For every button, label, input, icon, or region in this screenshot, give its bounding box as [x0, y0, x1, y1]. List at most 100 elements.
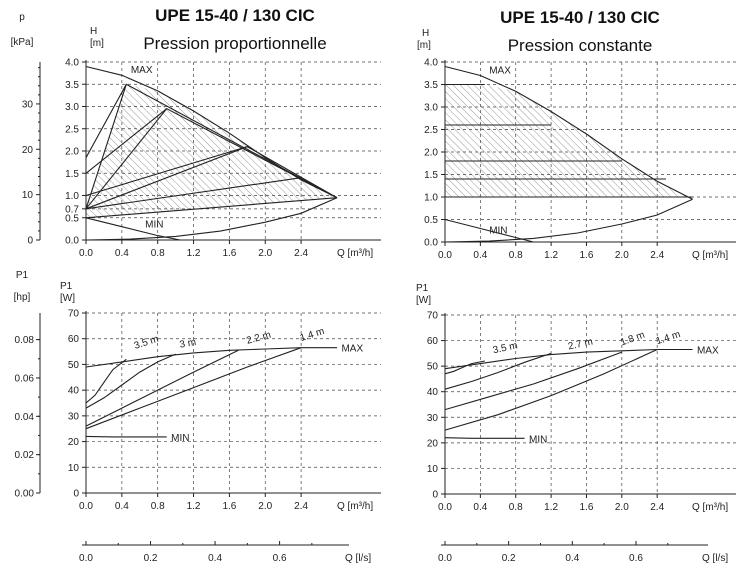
- head-const-x-tick-label: 0.8: [509, 250, 523, 261]
- power-const-curve-label: 1.8 m: [619, 330, 646, 349]
- power-prop-y-tick-label: 40: [68, 386, 80, 397]
- power-const-x-tick-label: 1.6: [580, 502, 594, 513]
- head-const-y-tick-label: 3.0: [424, 103, 438, 114]
- head-prop-y-tick-label: 0.5: [65, 213, 79, 224]
- head-const-y-tick-label: 2.0: [424, 148, 438, 159]
- power-prop-curve-3: [85, 353, 176, 409]
- power-prop-curve-5: [85, 347, 302, 430]
- power-prop-curve-1: [85, 435, 167, 438]
- head-prop-y-tick-label: 2.5: [65, 124, 79, 135]
- power-prop-y-tick-label: 0: [73, 489, 79, 500]
- head-prop-x-tick-label: 2.0: [258, 248, 272, 259]
- power-const-curve-0: [444, 348, 693, 370]
- head-prop-curve-9: [85, 177, 302, 210]
- power-const-y-tick-label: 40: [427, 387, 439, 398]
- kpa-symbol: p: [19, 12, 25, 23]
- ls-tick-label: 0.4: [208, 553, 222, 564]
- head-const-x-tick-label: 2.4: [650, 250, 664, 261]
- ls-tick-label: 0.2: [502, 553, 516, 564]
- head-prop-curve-1: [85, 217, 181, 241]
- head-prop-y-tick-label: 3.5: [65, 80, 79, 91]
- head-prop-x-tick-label: 1.2: [187, 248, 201, 259]
- head-prop-curve-7: [85, 146, 248, 197]
- kpa-tick-label: 0: [27, 236, 33, 247]
- power-prop-y-tick-label: 70: [68, 309, 80, 320]
- hp-tick-label: 0.06: [15, 373, 35, 384]
- head-prop-x-label: Q [m³/h]: [337, 248, 373, 259]
- power-prop-y-tick-label: 20: [68, 437, 80, 448]
- ls-tick-label: 0.0: [79, 553, 93, 564]
- power-const-W-unit: [W]: [416, 295, 431, 306]
- head-const-x-label: Q [m³/h]: [692, 250, 728, 261]
- power-prop-x-tick-label: 0.4: [115, 501, 129, 512]
- head-prop-y-tick-label: 2.0: [65, 147, 79, 158]
- power-const-y-tick-label: 30: [427, 413, 439, 424]
- head-const-x-tick-label: 2.0: [615, 250, 629, 261]
- head-const-H-label: H: [422, 28, 429, 39]
- power-prop-x-label: Q [m³/h]: [337, 501, 373, 512]
- power-const-x-tick-label: 0.4: [473, 502, 487, 513]
- power-const-x-label: Q [m³/h]: [692, 502, 728, 513]
- head-prop-x-tick-label: 0.8: [151, 248, 165, 259]
- head-prop-y-tick-label: 0.7: [65, 204, 79, 215]
- hp-unit: [hp]: [14, 292, 31, 303]
- head-prop-curve-10: [85, 197, 338, 219]
- power-const-y-tick-label: 70: [427, 311, 439, 322]
- head-const-min-label: MIN: [489, 226, 507, 237]
- power-prop-y-tick-label: 50: [68, 360, 80, 371]
- head-prop-x-tick-label: 0.4: [115, 248, 129, 259]
- head-const-y-tick-label: 1.0: [424, 193, 438, 204]
- chart-title-right-model: UPE 15-40 / 130 CIC: [500, 8, 660, 27]
- head-const-control-area: [445, 84, 693, 200]
- power-prop-x-tick-label: 1.2: [187, 501, 201, 512]
- hp-tick-label: 0.08: [15, 335, 35, 346]
- head-const-y-tick-label: 1.5: [424, 170, 438, 181]
- power-prop-curve-4: [85, 349, 239, 427]
- ls-tick-label: 0.6: [629, 553, 643, 564]
- head-const-max-label: MAX: [489, 65, 511, 76]
- power-const-curve-label: 1.4 m: [655, 329, 682, 347]
- head-prop-H-label: H: [90, 26, 97, 37]
- head-const-H-unit: [m]: [417, 40, 431, 51]
- hp-tick-label: 0.04: [15, 412, 35, 423]
- head-prop-y-tick-label: 3.0: [65, 102, 79, 113]
- ls-tick-label: 0.0: [438, 553, 452, 564]
- ls-tick-label: 0.6: [273, 553, 287, 564]
- head-const-y-tick-label: 0.5: [424, 215, 438, 226]
- power-prop-y-tick-label: 60: [68, 334, 80, 345]
- head-prop-y-tick-label: 4.0: [65, 58, 79, 69]
- ls-axis-label-left: Q [l/s]: [345, 553, 371, 564]
- power-prop-y-tick-label: 10: [68, 463, 80, 474]
- head-prop-curve-4: [85, 83, 338, 209]
- head-prop-x-tick-label: 1.6: [222, 248, 236, 259]
- power-prop-x-tick-label: 0.0: [79, 501, 93, 512]
- head-prop-x-tick-label: 0.0: [79, 248, 93, 259]
- hp-symbol: P1: [16, 270, 29, 281]
- power-const-y-tick-label: 50: [427, 362, 439, 373]
- power-const-curve-5: [444, 348, 658, 431]
- head-prop-curve-2: [85, 197, 338, 241]
- head-prop-curve-5: [85, 108, 168, 174]
- head-const-y-tick-label: 4.0: [424, 58, 438, 69]
- head-prop-x-tick-label: 2.4: [294, 248, 308, 259]
- head-prop-y-tick-label: 1.0: [65, 191, 79, 202]
- power-prop-x-tick-label: 2.0: [258, 501, 272, 512]
- power-prop-y-tick-label: 30: [68, 411, 80, 422]
- chart-title-right-mode: Pression constante: [507, 36, 653, 55]
- head-const-x-tick-label: 1.2: [544, 250, 558, 261]
- power-const-min-label: MIN: [529, 434, 547, 445]
- kpa-tick-label: 20: [22, 145, 34, 156]
- power-prop-curve-label: 3 m: [179, 337, 197, 351]
- power-prop-curve-2: [85, 358, 127, 404]
- power-const-curve-label: 3.5 m: [492, 340, 519, 356]
- head-prop-y-tick-label: 0.0: [65, 236, 79, 247]
- power-const-x-tick-label: 2.4: [650, 502, 664, 513]
- head-const-y-tick-label: 0.0: [424, 238, 438, 249]
- head-prop-curve-3: [85, 84, 127, 158]
- power-prop-min-label: MIN: [171, 433, 189, 444]
- head-const-y-tick-label: 3.5: [424, 80, 438, 91]
- power-const-curve-4: [444, 351, 622, 411]
- power-const-y-tick-label: 0: [432, 490, 438, 501]
- head-const-curve-1: [444, 218, 534, 243]
- head-prop-H-unit: [m]: [90, 38, 104, 49]
